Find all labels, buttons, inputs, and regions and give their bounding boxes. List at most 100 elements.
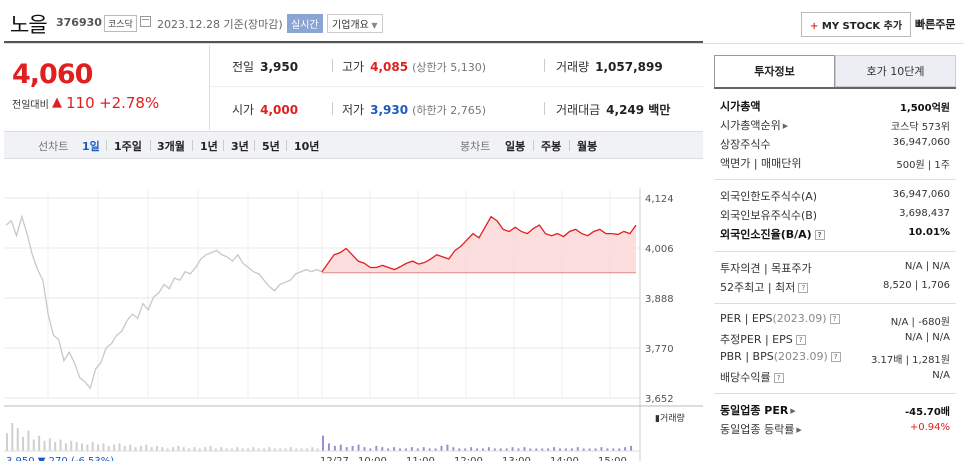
volume-bar — [606, 448, 609, 451]
stat-value: 3,950 — [260, 60, 299, 74]
divider — [714, 393, 956, 394]
realtime-button[interactable]: 실시간 — [287, 14, 323, 33]
volume-bar — [48, 438, 51, 451]
period-5y[interactable]: 5년 — [262, 140, 280, 153]
x-tick-label: 12/27 — [320, 456, 349, 461]
volume-bar — [118, 443, 121, 451]
my-stock-label: MY STOCK 추가 — [821, 21, 903, 32]
x-tick-label: 15:00 — [598, 456, 627, 461]
volume-bar — [236, 447, 239, 451]
info-key: 외국인보유주식수(B) — [720, 209, 818, 222]
stock-code: 376930 — [56, 16, 102, 29]
volume-bar — [86, 444, 89, 451]
period-10y[interactable]: 10년 — [294, 140, 320, 153]
stat-high: 고가 4,085 (상한가 5,130) — [342, 58, 486, 75]
volume-bar — [220, 447, 223, 451]
volume-bar — [517, 448, 520, 451]
base-date: 2023.12.28 기준(장마감) — [157, 18, 283, 31]
volume-bar — [399, 448, 402, 451]
volume-bar — [375, 445, 378, 451]
info-key: 52주최고 | 최저? — [720, 279, 809, 295]
volume-bar — [295, 448, 298, 451]
stat-label: 전일 — [232, 60, 255, 74]
volume-bar — [43, 440, 46, 451]
volume-bar — [422, 447, 425, 451]
volume-bar — [339, 444, 342, 451]
info-row-foreign-ratio: 외국인소진율(B/A)? 10.01% — [720, 225, 952, 243]
volume-bar — [322, 435, 324, 451]
period-1d[interactable]: 1일 — [82, 140, 100, 153]
period-1y[interactable]: 1년 — [200, 140, 218, 153]
divider — [106, 140, 107, 151]
volume-bar — [247, 448, 250, 451]
info-key-text: 시가총액순위 — [720, 119, 781, 132]
today-area-fill — [322, 216, 636, 273]
volume-bar — [564, 448, 567, 451]
volume-bar — [59, 439, 62, 451]
info-key: 동일업종 PER ▶ — [720, 402, 796, 418]
period-1w[interactable]: 1주일 — [114, 140, 142, 153]
divider — [286, 140, 287, 151]
divider — [569, 140, 570, 151]
tab-order-book[interactable]: 호가 10단계 — [835, 55, 956, 87]
stock-header: 노을 376930 코스닥 2023.12.28 기준(장마감) 실시간 기업개… — [0, 0, 967, 42]
volume-bar — [458, 448, 461, 451]
volume-bar — [198, 448, 201, 451]
change-percent: +2.78% — [99, 94, 160, 112]
volume-bar — [594, 448, 597, 451]
info-key: 추정PER | EPS? — [720, 331, 806, 347]
help-icon[interactable]: ? — [814, 230, 825, 240]
info-value: 3,698,437 — [899, 208, 950, 219]
period-daily[interactable]: 일봉 — [505, 140, 526, 153]
volume-bar — [351, 445, 354, 451]
volume-bar — [481, 448, 484, 451]
company-overview-button[interactable]: 기업개요 ▼ — [327, 14, 383, 33]
volume-bar — [624, 447, 627, 451]
price-chart: 4,124 4,006 3,888 3,770 3,652 ▮거래량 3,950 ▼ 270… — [4, 160, 703, 464]
stock-name: 노을 — [10, 13, 48, 37]
volume-bar — [279, 448, 282, 451]
divider — [254, 140, 255, 151]
volume-bar — [428, 448, 431, 451]
info-value: +0.94% — [909, 422, 950, 433]
stat-prev: 전일 3,950 — [232, 58, 298, 75]
chevron-right-icon: ▶ — [782, 122, 789, 130]
quick-order-link[interactable]: 빠른주문 — [915, 18, 956, 31]
volume-bar — [166, 448, 169, 451]
info-key: 시가총액 — [720, 100, 761, 113]
volume-bar — [27, 430, 30, 451]
info-row-pbr-bps: PBR | BPS(2023.09)? 3.17배 | 1,281원 — [720, 349, 952, 367]
volume-bar — [570, 448, 573, 451]
period-3y[interactable]: 3년 — [231, 140, 249, 153]
volume-bar — [305, 448, 308, 451]
price-stats: 전일 3,950 고가 4,085 (상한가 5,130) 거래량 1,057,899 … — [210, 45, 704, 130]
info-key: PBR | BPS(2023.09)? — [720, 350, 841, 363]
tab-investment-info[interactable]: 투자정보 — [714, 55, 835, 87]
info-key-date: (2023.09) — [772, 312, 827, 325]
volume-bar — [476, 448, 479, 451]
help-icon[interactable]: ? — [773, 373, 784, 383]
period-3m[interactable]: 3개월 — [157, 140, 185, 153]
info-key-date: (2023.09) — [773, 350, 828, 363]
info-row-52w: 52주최고 | 최저? 8,520 | 1,706 — [720, 278, 952, 296]
help-icon[interactable]: ? — [830, 352, 841, 362]
info-key: 배당수익률? — [720, 369, 784, 385]
chart-period-bar: 선차트 1일 1주일 3개월 1년 3년 5년 10년 봉차트 일봉 주봉 월봉 — [4, 131, 703, 159]
volume-bar — [618, 448, 621, 451]
period-monthly[interactable]: 월봉 — [577, 140, 598, 153]
volume-bar — [241, 448, 244, 451]
help-icon[interactable]: ? — [829, 314, 840, 324]
change-label: 전일대비 — [12, 100, 49, 111]
period-weekly[interactable]: 주봉 — [541, 140, 562, 153]
help-icon[interactable]: ? — [795, 335, 806, 345]
x-tick-label: 10:00 — [358, 456, 387, 461]
info-value: 8,520 | 1,706 — [883, 280, 950, 291]
volume-bar — [558, 448, 561, 451]
help-icon[interactable]: ? — [798, 283, 809, 293]
info-key-text: 52주최고 | 최저 — [720, 281, 796, 294]
my-stock-add-button[interactable]: + MY STOCK 추가 — [801, 12, 912, 37]
volume-bar — [381, 447, 384, 451]
x-tick-label: 12:00 — [454, 456, 483, 461]
volume-bar — [150, 447, 153, 451]
volume-bar — [209, 445, 212, 451]
